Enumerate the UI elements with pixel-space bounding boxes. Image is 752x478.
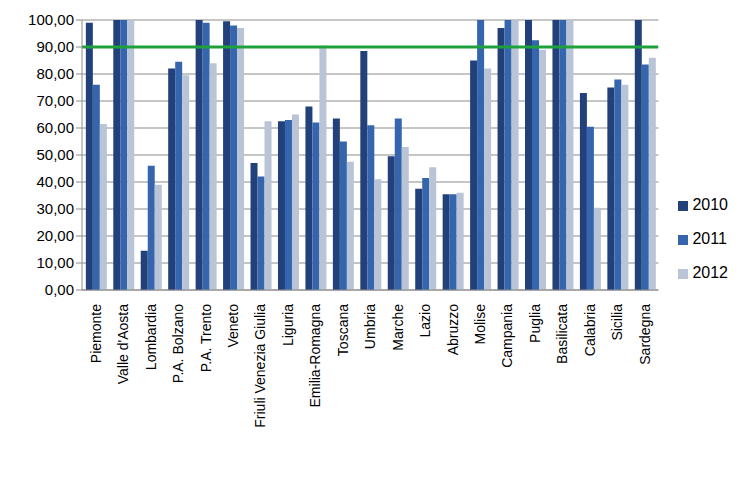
svg-text:Puglia: Puglia	[527, 304, 543, 343]
svg-text:Abruzzo: Abruzzo	[445, 304, 461, 356]
svg-text:Sardegna: Sardegna	[637, 304, 653, 365]
svg-text:Campania: Campania	[499, 304, 515, 368]
svg-text:Valle d'Aosta: Valle d'Aosta	[115, 304, 131, 384]
svg-text:Calabria: Calabria	[582, 304, 598, 356]
svg-text:Molise: Molise	[472, 304, 488, 345]
svg-text:P.A. Bolzano: P.A. Bolzano	[170, 304, 186, 383]
svg-text:Piemonte: Piemonte	[88, 304, 104, 363]
svg-text:Veneto: Veneto	[225, 304, 241, 348]
svg-text:Basilicata: Basilicata	[554, 304, 570, 364]
svg-text:Liguria: Liguria	[280, 304, 296, 346]
svg-text:10,00: 10,00	[36, 254, 74, 271]
svg-text:60,00: 60,00	[36, 119, 74, 136]
svg-text:80,00: 80,00	[36, 65, 74, 82]
html-text:2012: 2012	[692, 264, 728, 281]
svg-text:Friuli Venezia Giulia: Friuli Venezia Giulia	[252, 304, 268, 428]
svg-text:50,00: 50,00	[36, 146, 74, 163]
svg-text:Lombardia: Lombardia	[143, 304, 159, 370]
svg-text:100,00: 100,00	[28, 11, 74, 28]
svg-text:20,00: 20,00	[36, 227, 74, 244]
html-text:2010: 2010	[692, 196, 728, 213]
svg-text:Sicilia: Sicilia	[609, 304, 625, 341]
svg-text:Lazio: Lazio	[417, 304, 433, 338]
svg-text:0,00: 0,00	[45, 281, 74, 298]
svg-text:70,00: 70,00	[36, 92, 74, 109]
svg-text:Emilia-Romagna: Emilia-Romagna	[307, 304, 323, 408]
svg-text:Umbria: Umbria	[362, 304, 378, 349]
svg-text:Toscana: Toscana	[335, 304, 351, 356]
svg-text:90,00: 90,00	[36, 38, 74, 55]
svg-text:Marche: Marche	[390, 304, 406, 351]
html-text:2011: 2011	[692, 230, 727, 247]
svg-text:P.A. Trento: P.A. Trento	[198, 304, 214, 372]
svg-text:40,00: 40,00	[36, 173, 74, 190]
svg-text:30,00: 30,00	[36, 200, 74, 217]
